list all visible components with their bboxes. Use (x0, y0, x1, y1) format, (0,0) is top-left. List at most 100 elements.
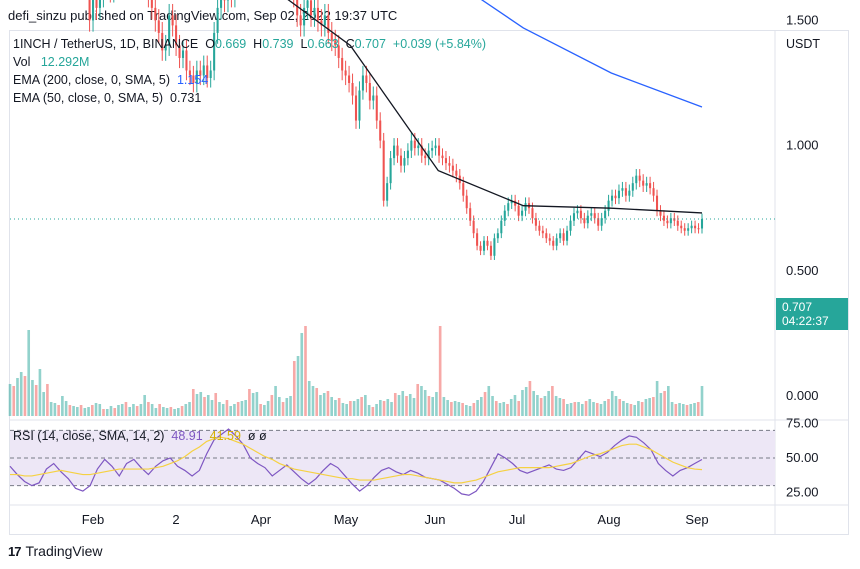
volume-bar (150, 404, 154, 416)
candle-body (192, 75, 195, 83)
volume-bar (90, 405, 94, 416)
rsi-axis-tick: 50.00 (786, 450, 819, 465)
candle-body (444, 158, 447, 164)
volume-bar (281, 402, 285, 416)
volume-bar (558, 398, 562, 416)
volume-bar (135, 406, 139, 416)
volume-bar (696, 402, 700, 416)
candle-body (334, 40, 337, 46)
volume-bar (8, 384, 12, 416)
candle-body (185, 50, 188, 71)
candle-body (403, 158, 406, 166)
candle-body (683, 228, 686, 231)
volume-bar (203, 397, 206, 416)
candle-body (700, 218, 704, 229)
legend-open-label: O (205, 37, 215, 51)
time-axis-tick: Apr (251, 512, 272, 527)
candle-body (503, 210, 506, 221)
candle-body (348, 75, 351, 83)
candle-body (164, 45, 167, 51)
volume-bar (667, 386, 670, 416)
candle-body (552, 240, 555, 246)
candle-body (597, 218, 600, 226)
rsi-axis-tick: 25.00 (786, 485, 819, 500)
volume-bar (120, 404, 124, 416)
candle-body (386, 183, 389, 201)
legend-symbol[interactable]: 1INCH / TetherUS, 1D, BINANCE (13, 37, 199, 51)
candle-body (662, 215, 665, 221)
tradingview-logo-icon: 17 (8, 543, 22, 559)
candle-body (88, 0, 91, 21)
volume-bar (225, 400, 229, 416)
volume-bar (655, 381, 659, 416)
candle-body (621, 188, 624, 191)
volume-bar (532, 391, 535, 416)
volume-bar (547, 391, 550, 416)
volume-bar (188, 402, 191, 416)
legend-vol-row[interactable]: Vol 12.292M (13, 55, 89, 69)
volume-bar (19, 372, 23, 416)
volume-bar (562, 399, 565, 416)
candle-body (479, 245, 482, 251)
volume-bar (177, 408, 180, 416)
volume-bar (296, 356, 300, 416)
volume-bar (446, 400, 449, 416)
volume-bar (337, 398, 341, 416)
volume-bar (491, 396, 494, 416)
volume-bar (266, 401, 270, 416)
volume-bar (659, 393, 663, 416)
candle-body (330, 32, 333, 41)
volume-bar (652, 397, 655, 416)
volume-bar (554, 396, 558, 416)
volume-bar (356, 399, 360, 416)
candle-body (358, 90, 361, 121)
candle-body (545, 233, 548, 239)
candle-body (351, 83, 354, 96)
candle-body (493, 238, 496, 256)
volume-bar (397, 395, 401, 416)
volume-bar (72, 406, 75, 416)
price-axis-tick: 1.000 (786, 138, 819, 153)
legend-rsi-value: 48.91 (171, 429, 203, 443)
legend-close-label: C (345, 37, 355, 51)
candle-body (399, 155, 403, 166)
candle-body (382, 140, 385, 201)
candle-body (316, 7, 319, 21)
candle-body (624, 188, 627, 196)
candle-body (303, 7, 306, 26)
volume-bar (191, 389, 195, 416)
ema200-line (480, 0, 703, 108)
candle-body (178, 45, 181, 58)
legend-ema50-row[interactable]: EMA (50, close, 0, SMA, 5) 0.731 (13, 91, 201, 105)
volume-bar (289, 396, 292, 416)
candle-body (188, 70, 191, 76)
candle-body (555, 238, 558, 246)
volume-bar (416, 384, 420, 416)
tradingview-footer[interactable]: 17 TradingView (8, 543, 103, 559)
candle-body (327, 15, 330, 33)
volume-bar (375, 404, 378, 416)
volume-bar (210, 400, 214, 416)
candle-body (694, 225, 697, 229)
volume-bar (278, 397, 281, 416)
volume-bar (517, 401, 521, 416)
candle-body (420, 145, 423, 156)
last-price-tag: 0.707 04:22:37 (776, 298, 848, 330)
candle-body (199, 70, 202, 76)
legend-high-label: H (253, 37, 263, 51)
volume-bar (105, 409, 109, 416)
volume-bar (274, 386, 277, 416)
volume-bar (371, 407, 375, 416)
candle-body (517, 205, 520, 216)
volume-bar (240, 401, 244, 416)
candle-body (642, 180, 645, 186)
candle-body (462, 183, 465, 196)
rsi-line (9, 428, 703, 496)
legend-ema200-row[interactable]: EMA (200, close, 0, SMA, 5) 1.154 (13, 73, 208, 87)
legend-rsi-row[interactable]: RSI (14, close, SMA, 14, 2) 48.91 41.59 … (13, 429, 267, 443)
time-axis-tick: 2 (172, 512, 179, 527)
volume-bar (23, 376, 27, 416)
volume-bar (450, 402, 453, 416)
candle-body (538, 225, 541, 231)
